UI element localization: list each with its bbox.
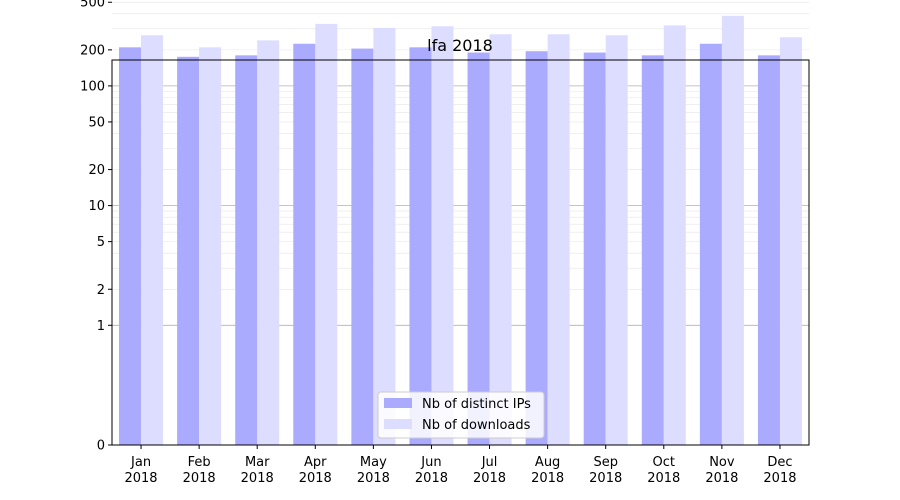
plot-area-frame — [111, 59, 810, 446]
bar-distinct-ips — [119, 47, 142, 445]
bars-layer — [119, 15, 802, 446]
legend-swatch-ips — [384, 398, 412, 408]
grid-layer — [112, 1, 809, 326]
x-tick-label-month: Jun — [420, 455, 441, 470]
bar-downloads — [721, 15, 744, 446]
bar-distinct-ips — [583, 52, 606, 445]
bar-downloads — [257, 40, 280, 446]
y-tick-label: 50 — [88, 115, 105, 130]
legend-label-downloads: Nb of downloads — [422, 418, 531, 433]
x-tick-label-year: 2018 — [415, 471, 448, 486]
y-tick-label: 100 — [80, 79, 105, 94]
y-tick-label: 500 — [80, 0, 105, 11]
x-tick-label-year: 2018 — [124, 471, 157, 486]
legend-swatch-downloads — [384, 419, 412, 429]
y-tick-label: 1 — [97, 319, 105, 334]
x-tick-label-year: 2018 — [473, 471, 506, 486]
bar-distinct-ips — [293, 43, 316, 446]
x-tick-label-year: 2018 — [241, 471, 274, 486]
x-tick-label-year: 2018 — [589, 471, 622, 486]
y-axis: 01251020501002005001000 — [80, 0, 112, 454]
bar-distinct-ips — [235, 55, 258, 446]
x-tick-label-year: 2018 — [705, 471, 738, 486]
x-tick-label-month: Jan — [130, 455, 151, 470]
bar-downloads — [373, 27, 396, 445]
legend-label-ips: Nb of distinct IPs — [422, 397, 531, 412]
bar-downloads — [605, 35, 628, 446]
bar-distinct-ips — [641, 55, 664, 446]
x-tick-label-year: 2018 — [531, 471, 564, 486]
x-tick-label-month: Oct — [653, 455, 675, 470]
x-axis: Jan2018Feb2018Mar2018Apr2018May2018Jun20… — [124, 445, 797, 486]
bar-distinct-ips — [177, 56, 200, 445]
x-tick-label-year: 2018 — [299, 471, 332, 486]
bar-downloads — [547, 34, 570, 446]
bar-downloads — [431, 26, 454, 445]
bar-downloads — [779, 37, 802, 445]
y-tick-label: 5 — [97, 235, 105, 250]
x-tick-label-month: Apr — [304, 455, 327, 470]
x-tick-label-month: Aug — [535, 455, 560, 470]
x-tick-label-month: Dec — [767, 455, 792, 470]
x-tick-label-year: 2018 — [357, 471, 390, 486]
x-tick-label-month: Nov — [709, 455, 735, 470]
bar-downloads — [489, 34, 512, 446]
x-tick-label-month: Jul — [481, 455, 498, 470]
bar-downloads — [141, 35, 164, 446]
y-tick-label: 200 — [80, 43, 105, 58]
bar-downloads — [315, 23, 338, 445]
chart-title: lfa 2018 — [427, 36, 493, 55]
bar-distinct-ips — [757, 55, 780, 446]
bar-distinct-ips — [525, 51, 548, 445]
y-tick-label: 10 — [88, 199, 105, 214]
bar-distinct-ips — [409, 47, 432, 445]
bar-distinct-ips — [467, 52, 490, 445]
x-tick-label-month: Feb — [188, 455, 211, 470]
bar-distinct-ips — [699, 43, 722, 446]
legend-frame — [377, 391, 545, 439]
y-tick-label: 20 — [88, 163, 105, 178]
y-tick-label: 2 — [97, 283, 105, 298]
x-tick-label-year: 2018 — [763, 471, 796, 486]
x-tick-label-month: May — [360, 455, 387, 470]
x-tick-label-month: Mar — [245, 455, 270, 470]
bar-distinct-ips — [351, 48, 374, 445]
bar-downloads — [663, 25, 686, 446]
x-tick-label-year: 2018 — [647, 471, 680, 486]
bar-downloads — [199, 47, 222, 445]
y-tick-label: 0 — [97, 439, 105, 454]
x-tick-label-year: 2018 — [183, 471, 216, 486]
x-tick-label-month: Sep — [593, 455, 618, 470]
legend: Nb of distinct IPs Nb of downloads — [377, 391, 545, 439]
